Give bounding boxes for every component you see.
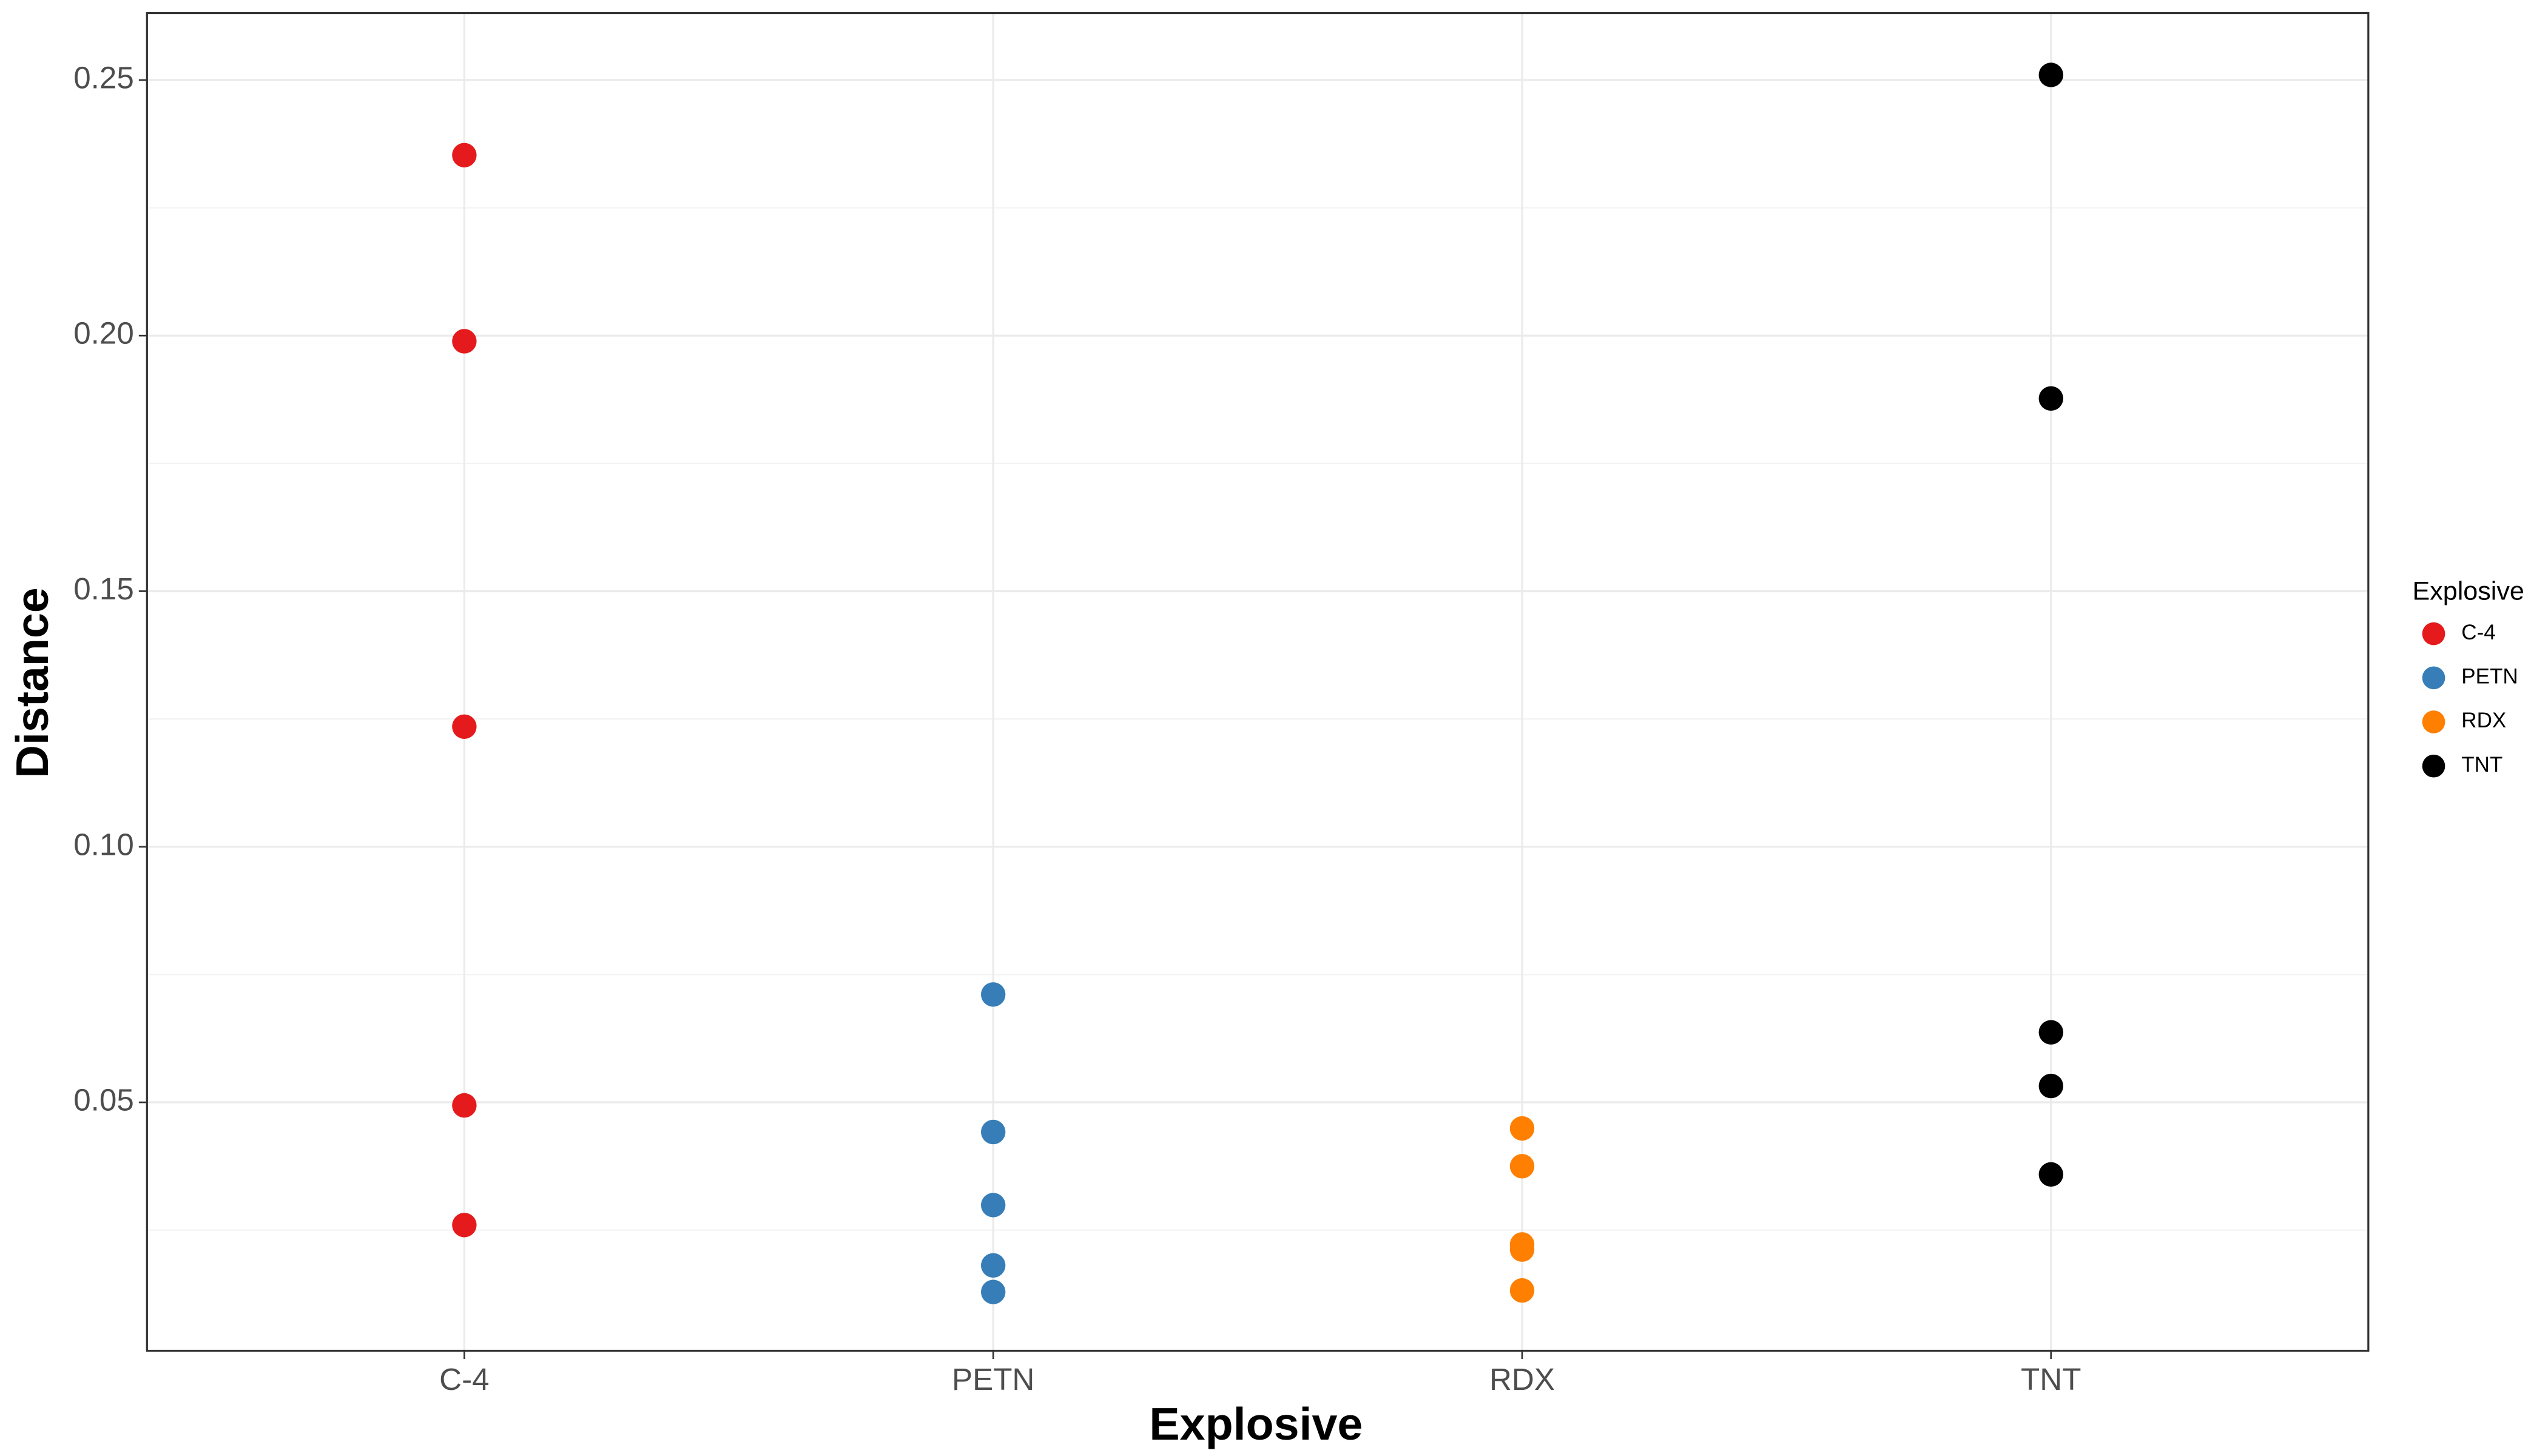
y-tick-label: 0.25 — [73, 60, 134, 95]
plot-border — [146, 12, 2370, 1352]
x-tick-label: RDX — [1489, 1362, 1555, 1397]
x-axis-title: Explosive — [1149, 1398, 1363, 1449]
point — [2038, 386, 2063, 411]
x-tick-label: PETN — [952, 1362, 1034, 1397]
x-tick-label: C-4 — [439, 1362, 489, 1397]
y-tick-label: 0.10 — [73, 827, 134, 861]
legend-label: C-4 — [2461, 621, 2495, 644]
legend-marker — [2422, 622, 2445, 645]
point — [452, 1093, 477, 1118]
legend-label: RDX — [2461, 709, 2506, 732]
point — [2038, 62, 2063, 87]
y-axis-title: Distance — [7, 587, 58, 778]
point — [2038, 1020, 2063, 1045]
point — [2038, 1073, 2063, 1099]
point — [980, 1279, 1006, 1304]
point — [452, 143, 477, 167]
point — [452, 329, 477, 354]
point — [980, 982, 1006, 1007]
point — [1509, 1116, 1535, 1141]
point — [1509, 1237, 1535, 1262]
plot-background — [147, 13, 2368, 1351]
point — [980, 1119, 1006, 1145]
legend-marker — [2422, 754, 2445, 778]
point — [980, 1253, 1006, 1278]
legend-marker — [2422, 710, 2445, 733]
y-tick-label: 0.15 — [73, 571, 134, 606]
point — [452, 714, 477, 739]
legend-label: PETN — [2461, 665, 2518, 689]
point — [1509, 1278, 1535, 1303]
point — [980, 1193, 1006, 1218]
legend-marker — [2422, 666, 2445, 690]
point — [2038, 1162, 2063, 1187]
y-tick-label: 0.20 — [73, 316, 134, 351]
legend-title: Explosive — [2413, 577, 2524, 606]
legend-label: TNT — [2461, 753, 2502, 777]
point — [452, 1213, 477, 1238]
y-tick-label: 0.05 — [73, 1083, 134, 1117]
x-tick-label: TNT — [2021, 1362, 2081, 1397]
point — [1509, 1154, 1535, 1179]
